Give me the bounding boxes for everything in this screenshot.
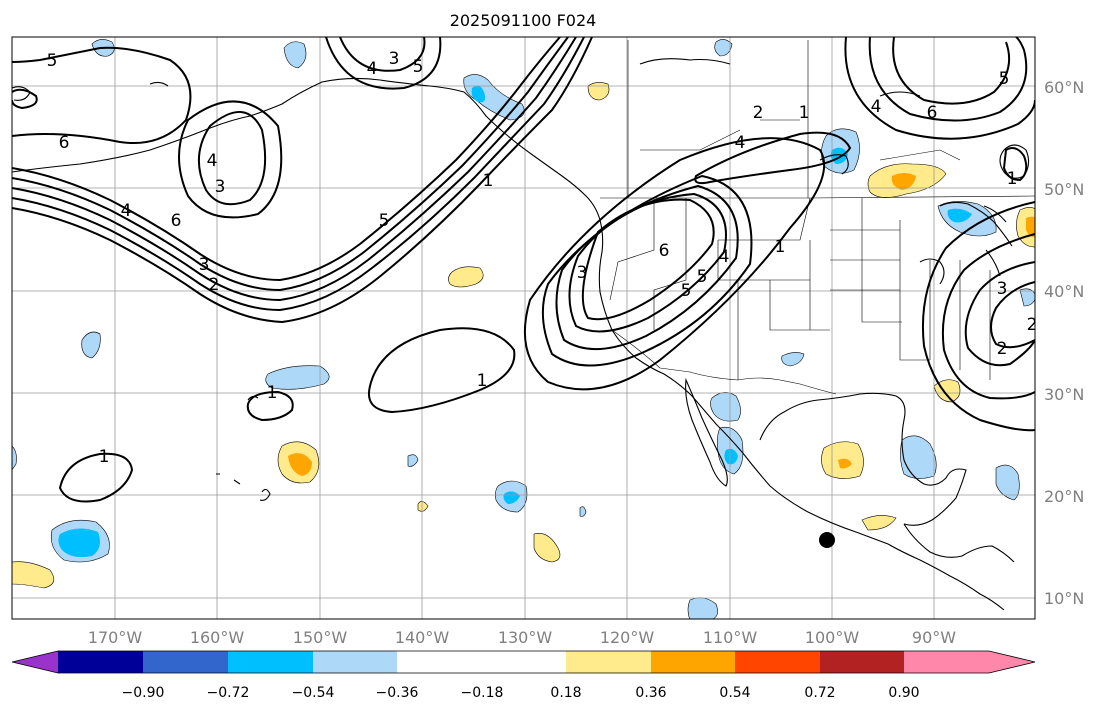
colorbar-tick-label: −0.18 bbox=[461, 685, 504, 701]
colorbar-segment bbox=[820, 651, 904, 673]
lon-label: 130°W bbox=[498, 628, 553, 647]
latitude-labels: 10°N 20°N 30°N 40°N 50°N 60°N bbox=[1044, 78, 1084, 608]
longitude-labels: 170°W 160°W 150°W 140°W 130°W 120°W 110°… bbox=[88, 628, 956, 647]
lon-label: 100°W bbox=[805, 628, 860, 647]
storm-position-marker bbox=[819, 532, 835, 548]
colorbar-extend-high bbox=[989, 651, 1035, 673]
colorbar-tick-label: −0.54 bbox=[292, 685, 335, 701]
contour-label: 3 bbox=[577, 263, 588, 283]
lat-label: 30°N bbox=[1044, 385, 1084, 404]
lon-label: 140°W bbox=[395, 628, 450, 647]
contour-label: 2 bbox=[997, 339, 1008, 359]
lat-label: 20°N bbox=[1044, 487, 1084, 506]
contour-label: 1 bbox=[775, 237, 786, 257]
contour-label: 5 bbox=[999, 69, 1010, 89]
contour-label: 4 bbox=[871, 97, 882, 117]
contour-label: 5 bbox=[47, 51, 58, 71]
contour-label: 5 bbox=[413, 57, 424, 77]
coastlines bbox=[12, 58, 1030, 611]
colorbar-tick-label: −0.90 bbox=[122, 685, 165, 701]
contour-label: 4 bbox=[719, 247, 730, 267]
lon-label: 160°W bbox=[190, 628, 245, 647]
colorbar-segment bbox=[58, 651, 143, 673]
lon-label: 120°W bbox=[600, 628, 655, 647]
graticule bbox=[12, 37, 1035, 619]
lat-label: 40°N bbox=[1044, 282, 1084, 301]
colorbar-tick-label: 0.54 bbox=[719, 685, 750, 701]
colorbar-segment bbox=[397, 651, 482, 673]
contour-labels: 5 3 4 5 6 4 3 4 2 1 5 6 3 2 1 1 1 2 1 4 … bbox=[47, 49, 1038, 467]
political-boundaries bbox=[600, 40, 1035, 395]
contour-label: 6 bbox=[927, 103, 938, 123]
lon-label: 150°W bbox=[293, 628, 348, 647]
colorbar-tick-label: 0.72 bbox=[804, 685, 835, 701]
contour-label: 1 bbox=[799, 103, 810, 123]
contour-label: 1 bbox=[267, 383, 278, 403]
contour-label: 1 bbox=[483, 171, 494, 191]
colorbar-segment bbox=[482, 651, 566, 673]
lat-label: 10°N bbox=[1044, 589, 1084, 608]
contour-lines bbox=[12, 37, 1035, 503]
figure-title: 2025091100 F024 bbox=[450, 11, 597, 30]
colorbar: −0.90 −0.72 −0.54 −0.36 −0.18 0.18 0.36 … bbox=[11, 650, 1036, 701]
colorbar-segment bbox=[566, 651, 651, 673]
colorbar-tick-label: 0.90 bbox=[888, 685, 919, 701]
contour-label: 1 bbox=[99, 447, 110, 467]
colorbar-segment bbox=[651, 651, 735, 673]
colorbar-segment bbox=[228, 651, 313, 673]
contour-label: 2 bbox=[753, 103, 764, 123]
contour-label: 3 bbox=[997, 279, 1008, 299]
colorbar-tick-label: 0.36 bbox=[635, 685, 666, 701]
contour-label: 6 bbox=[59, 133, 70, 153]
lat-label: 60°N bbox=[1044, 78, 1084, 97]
contour-label: 3 bbox=[199, 255, 210, 275]
contour-label: 2 bbox=[209, 275, 220, 295]
contour-label: 2 bbox=[1027, 315, 1038, 335]
contour-label: 3 bbox=[215, 177, 226, 197]
contour-label: 4 bbox=[735, 133, 746, 153]
colorbar-tick-label: 0.18 bbox=[550, 685, 581, 701]
colorbar-segment bbox=[313, 651, 397, 673]
lon-label: 90°W bbox=[912, 628, 956, 647]
contour-label: 6 bbox=[659, 241, 670, 261]
contour-label: 6 bbox=[171, 211, 182, 231]
contour-label: 4 bbox=[207, 151, 218, 171]
contour-label: 1 bbox=[477, 371, 488, 391]
colorbar-outline bbox=[11, 650, 1036, 674]
contour-label: 5 bbox=[697, 267, 708, 287]
lon-label: 170°W bbox=[88, 628, 143, 647]
contour-label: 5 bbox=[379, 211, 390, 231]
contour-label: 5 bbox=[681, 281, 692, 301]
colorbar-tick-label: −0.36 bbox=[376, 685, 419, 701]
colorbar-extend-low bbox=[12, 651, 58, 673]
colorbar-segment bbox=[143, 651, 228, 673]
map-content: 5 3 4 5 6 4 3 4 2 1 5 6 3 2 1 1 1 2 1 4 … bbox=[12, 37, 1038, 619]
colorbar-segment bbox=[904, 651, 989, 673]
colorbar-segment bbox=[735, 651, 820, 673]
contour-label: 3 bbox=[389, 49, 400, 69]
contour-label: 4 bbox=[367, 59, 378, 79]
colorbar-tick-label: −0.72 bbox=[207, 685, 250, 701]
lat-label: 50°N bbox=[1044, 180, 1084, 199]
map-frame bbox=[11, 36, 1036, 620]
contour-label: 1 bbox=[1007, 169, 1018, 189]
lon-label: 110°W bbox=[703, 628, 758, 647]
contour-label: 4 bbox=[121, 201, 132, 221]
